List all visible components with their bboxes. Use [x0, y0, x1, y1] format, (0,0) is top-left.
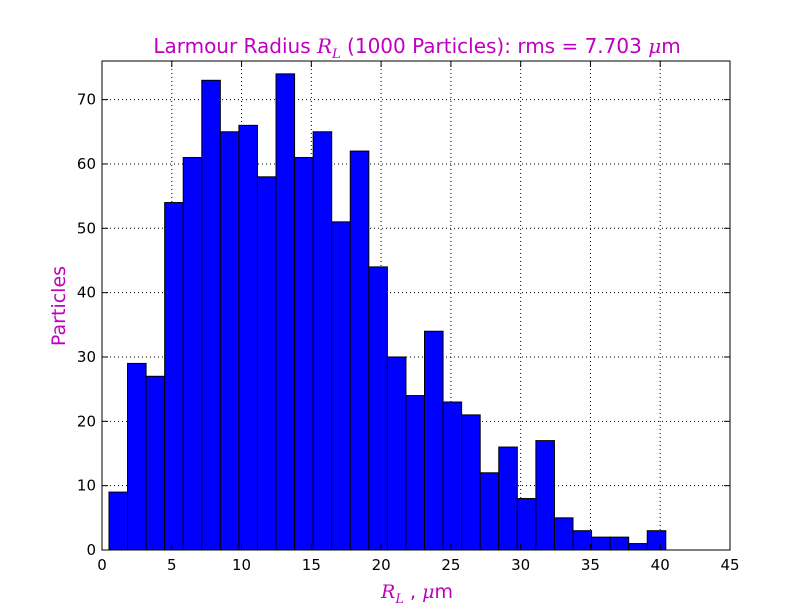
histogram-bar [628, 543, 648, 551]
histogram-bar [572, 530, 593, 551]
histogram-bar [405, 395, 426, 551]
histogram-bar [294, 157, 314, 551]
x-tick-label: 10 [232, 556, 251, 574]
histogram-bar [127, 362, 147, 551]
y-tick-label: 70 [77, 91, 96, 109]
histogram-bar [424, 330, 444, 551]
histogram-bar [219, 131, 240, 551]
title-suffix: (1000 Particles): rms = 7.703 [341, 34, 649, 58]
y-tick-label: 50 [77, 219, 96, 237]
y-tick-label: 60 [77, 155, 96, 173]
x-tick-label: 35 [581, 556, 600, 574]
x-tick-label: 25 [441, 556, 460, 574]
histogram-bar [238, 124, 258, 551]
histogram-bar [609, 536, 630, 551]
x-axis-label: RL , μm [380, 581, 453, 607]
x-tick-label: 5 [167, 556, 177, 574]
histogram-bar [535, 440, 555, 551]
histogram-bar [256, 176, 277, 551]
x-tick-label: 40 [651, 556, 670, 574]
title-prefix: Larmour Radius [153, 34, 317, 58]
histogram-bar [646, 530, 667, 551]
histogram-bar [553, 517, 574, 551]
title-math-sub: L [331, 47, 341, 62]
y-tick-label: 30 [77, 348, 96, 366]
histogram-bar [331, 221, 351, 551]
title-unit-mu: μ [648, 34, 661, 58]
histogram-bar [145, 375, 166, 551]
histogram-bar [516, 498, 537, 551]
x-tick-label: 30 [511, 556, 530, 574]
histogram-bar [368, 266, 388, 551]
y-tick-label: 10 [77, 477, 96, 495]
xlabel-unit-text: m [434, 581, 453, 603]
axis-ticks: 0 5 10 15 20 25 30 35 40 45 0 10 20 30 40 50 60 70 [77, 61, 740, 574]
y-tick-label: 40 [77, 284, 96, 302]
y-axis-label: Particles [48, 266, 70, 346]
histogram-bar [498, 446, 518, 551]
histogram-bar [312, 131, 333, 551]
y-tick-label: 0 [86, 541, 96, 559]
histogram-bar [591, 536, 611, 551]
xlabel-sep: , [404, 581, 422, 603]
xlabel-math-sub: L [394, 592, 404, 607]
histogram-bar [108, 491, 129, 551]
x-tick-label: 15 [302, 556, 321, 574]
title-unit-text: m [661, 34, 680, 58]
histogram-bar [386, 356, 407, 551]
histogram-bar [461, 414, 481, 551]
chart-title: Larmour Radius RL (1000 Particles): rms … [153, 34, 680, 62]
plot-frame [101, 60, 731, 551]
x-tick-label: 45 [720, 556, 739, 574]
x-tick-label: 0 [97, 556, 107, 574]
x-tick-label: 20 [372, 556, 391, 574]
histogram-bar [164, 202, 184, 551]
xlabel-math-r: R [380, 581, 395, 603]
histogram-bar [442, 401, 463, 551]
title-math-r: R [316, 34, 332, 58]
xlabel-unit-mu: μ [422, 581, 434, 603]
histogram-bar [275, 73, 296, 551]
histogram-bar [182, 157, 203, 551]
y-tick-label: 20 [77, 412, 96, 430]
histogram-bar [201, 79, 221, 551]
histogram-bar [479, 472, 500, 551]
histogram-bar [349, 150, 370, 551]
